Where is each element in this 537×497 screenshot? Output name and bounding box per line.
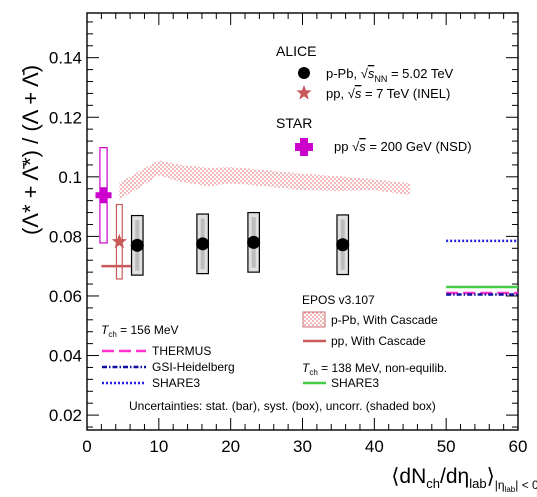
legend-header-alice: ALICE [276, 43, 316, 59]
legend-marker-alice-pp7 [296, 85, 312, 100]
y-tick-label: 0.14 [49, 49, 82, 68]
legend-marker-epos-band [302, 311, 326, 328]
legend-label-share3-156: SHARE3 [152, 376, 200, 390]
y-tick-label: 0.06 [49, 287, 82, 306]
x-axis-label-range-sub: lab [505, 485, 516, 494]
legend-header-epos: EPOS v3.107 [302, 293, 375, 307]
legend-label-epos-band: p-Pb, With Cascade [331, 313, 438, 327]
y-axis-label: (Λ* + Λ̄*) / (Λ + Λ̄) [18, 65, 43, 235]
x-axis-label: ⟨dNch/dηlab⟩|ηlab| < 0.5 [391, 465, 537, 494]
uncertainties-footnote: Uncertainties: stat. (bar), syst. (box),… [129, 399, 436, 413]
alice-ppb-marker [247, 235, 261, 249]
x-axis-label-sub-ch: ch [426, 476, 440, 491]
legend-label-alice-ppb: p-Pb, √sNN = 5.02 TeV [326, 66, 454, 84]
star-marker [95, 187, 112, 204]
legend-marker-alice-ppb [298, 67, 310, 79]
legend-label-alice-pp7: pp, √s = 7 TeV (INEL) [326, 86, 450, 101]
x-axis-label-sub-lab: lab [469, 476, 486, 491]
legend-marker-star [295, 138, 313, 156]
x-tick-label: 40 [365, 437, 384, 456]
alice-ppb-marker [130, 238, 144, 252]
legend-label-gsi: GSI-Heidelberg [152, 360, 235, 374]
legend-header-tch156: Tch = 156 MeV [101, 323, 179, 339]
axis-tick-labels: 0 10 20 30 40 50 60 0.02 0.04 0.06 0.08 0.1 0.12 0.14 [49, 49, 528, 456]
epos-ppb-band [119, 160, 411, 200]
data-marks [95, 147, 518, 296]
alice-pp7-marker [111, 233, 127, 249]
y-tick-label: 0.02 [49, 406, 82, 425]
axis-ticks [86, 13, 519, 430]
legend-label-star: pp √s = 200 GeV (NSD) [334, 139, 472, 154]
x-tick-label: 60 [509, 437, 528, 456]
x-tick-label: 0 [82, 437, 91, 456]
y-tick-label: 0.04 [49, 347, 82, 366]
legend-header-star: STAR [276, 115, 312, 131]
x-tick-label: 20 [221, 437, 240, 456]
y-tick-label: 0.1 [58, 168, 82, 187]
y-tick-label: 0.08 [49, 227, 82, 246]
alice-ppb-marker [336, 238, 350, 252]
alice-ppb-marker [196, 237, 210, 251]
x-axis-label-range-end: | < 0.5 [515, 478, 537, 492]
legend-label-thermus: THERMUS [152, 344, 211, 358]
x-tick-label: 10 [149, 437, 168, 456]
x-axis-label-mid: /dη [440, 465, 469, 488]
legend-label-epos-pp: pp, With Cascade [331, 334, 426, 348]
x-axis-label-range: |η [495, 478, 505, 492]
legend-label-share3-138: SHARE3 [331, 376, 379, 390]
x-tick-label: 30 [293, 437, 312, 456]
y-tick-label: 0.12 [49, 108, 82, 127]
x-tick-label: 50 [437, 437, 456, 456]
x-axis-label-close: ⟩ [487, 465, 495, 488]
x-axis-label-main: ⟨dN [391, 465, 426, 488]
legend-header-tch138: Tch = 138 MeV, non-equilib. [302, 361, 447, 377]
